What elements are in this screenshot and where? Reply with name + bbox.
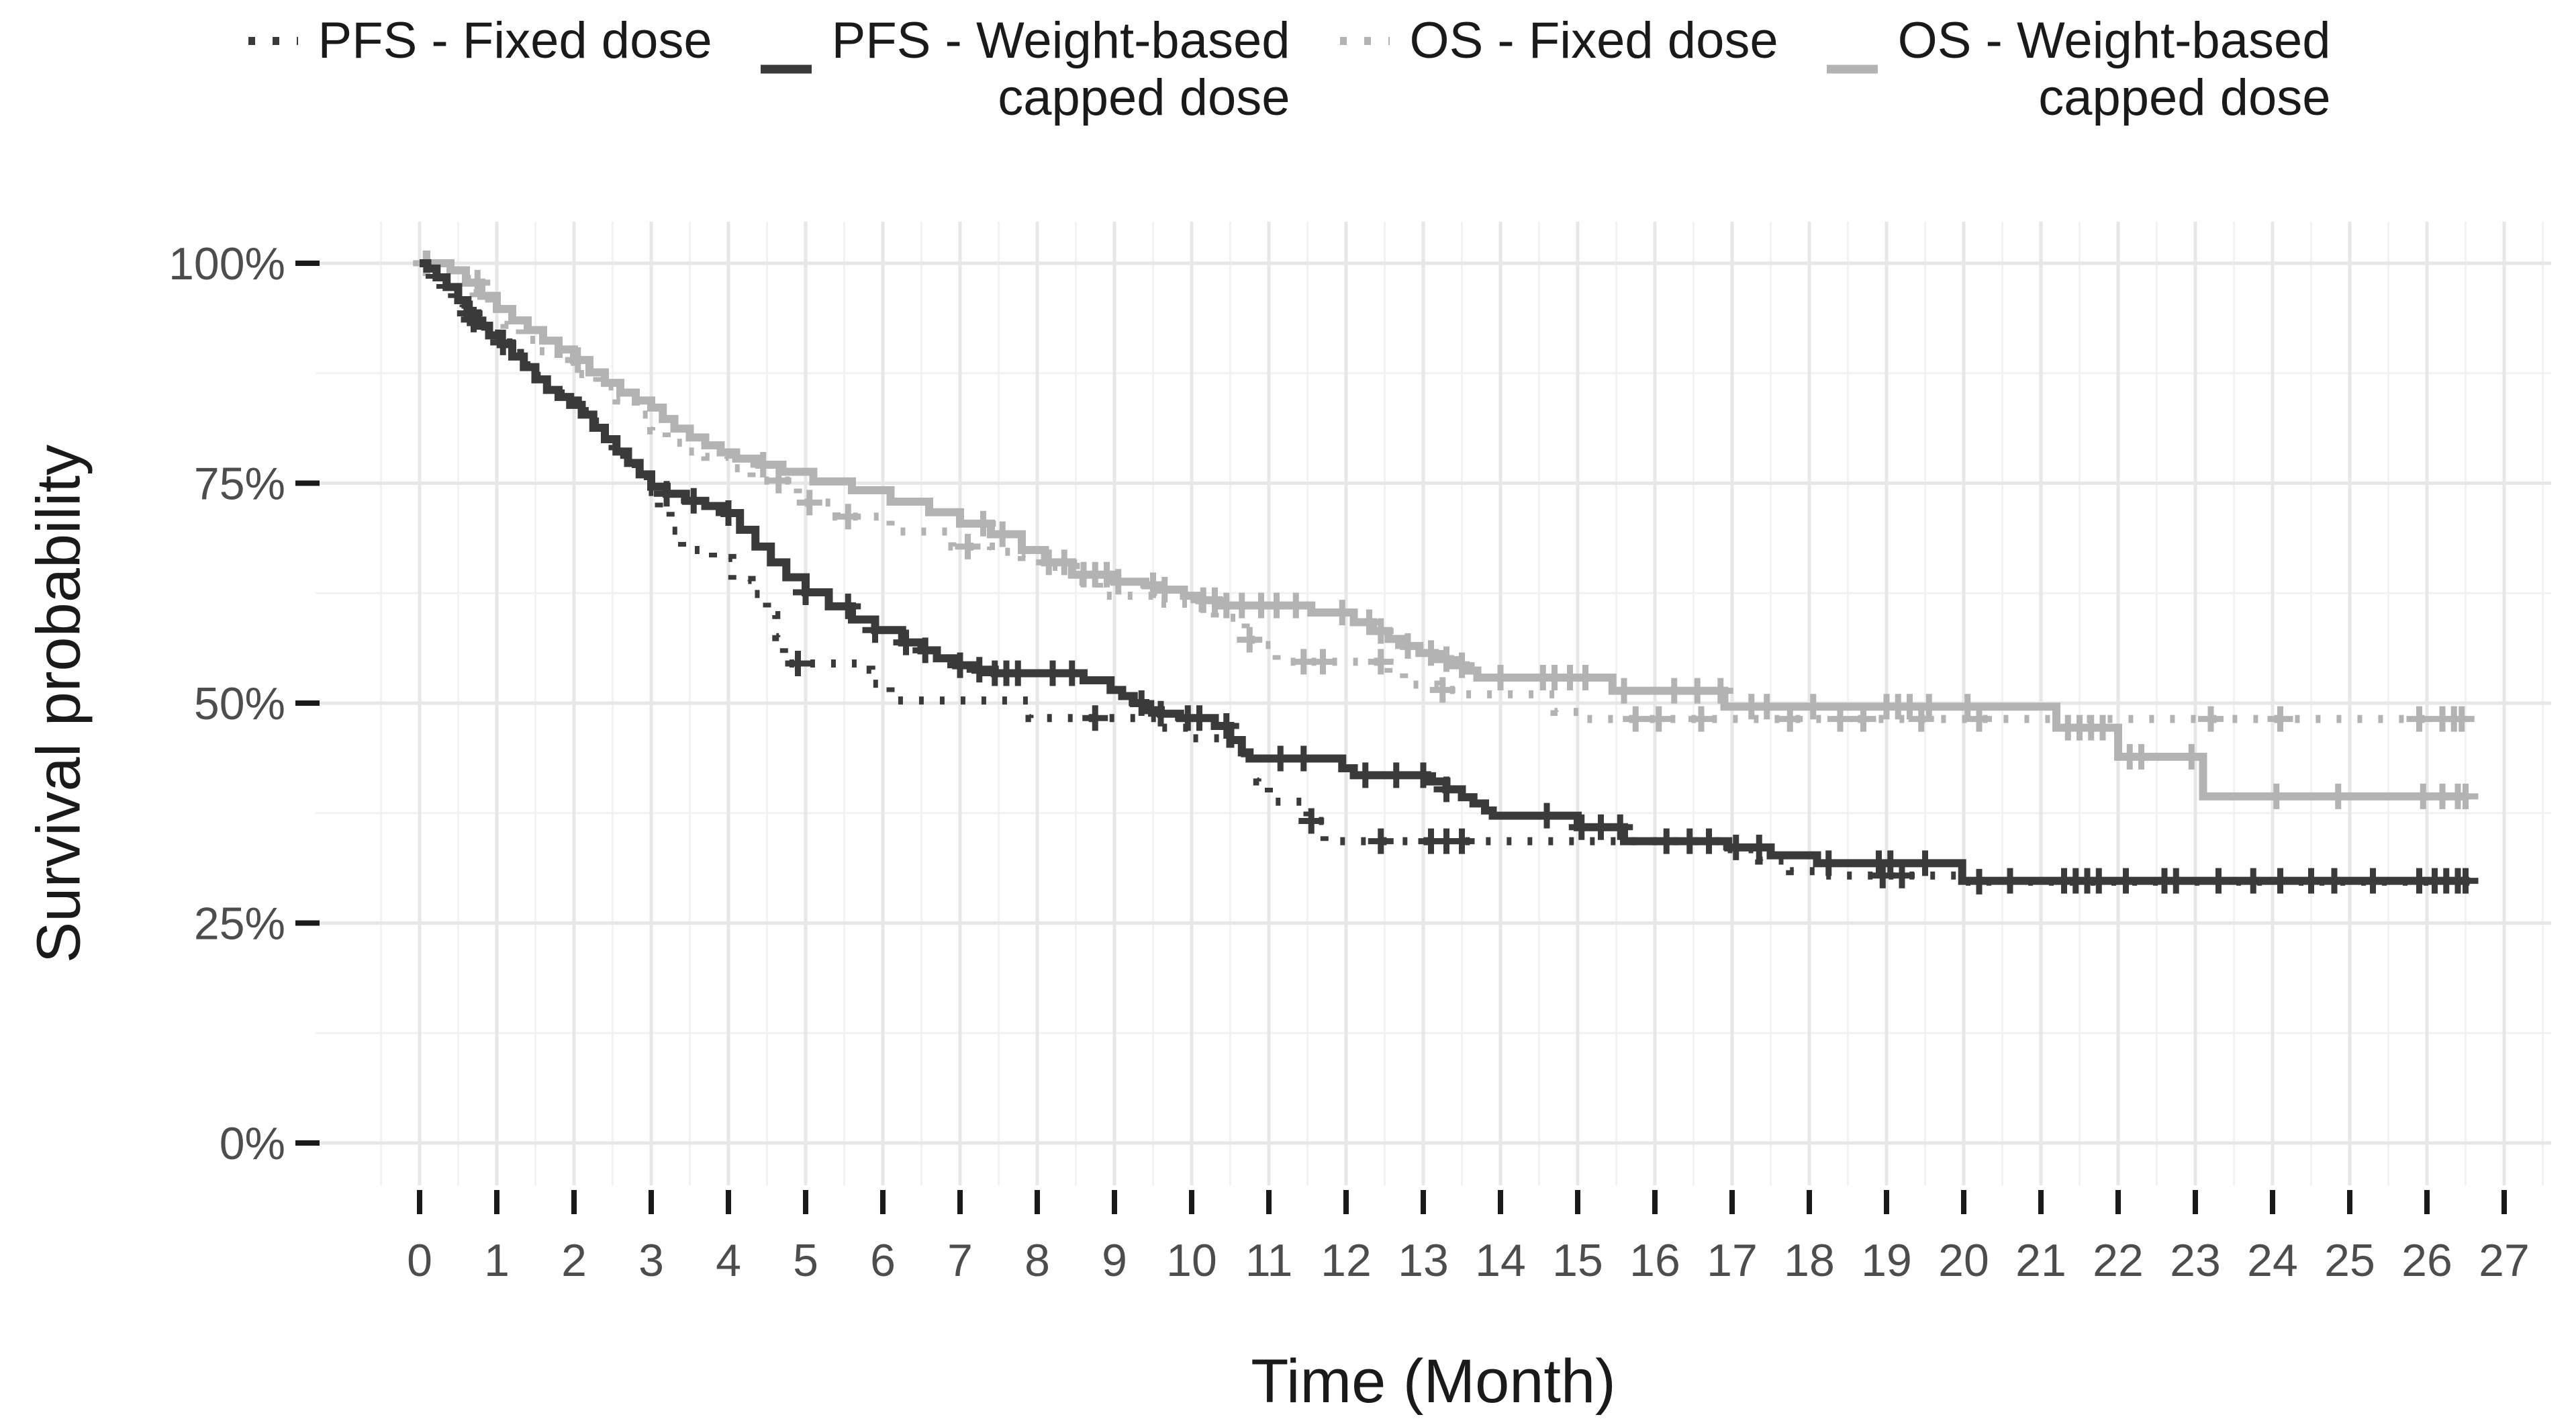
x-tick-label: 2	[561, 1235, 587, 1286]
x-axis-title: Time (Month)	[1251, 1347, 1616, 1416]
x-tick-label: 18	[1784, 1235, 1835, 1286]
legend-label-pfs-fixed: PFS - Fixed dose	[318, 12, 712, 69]
x-tick-label: 0	[407, 1235, 432, 1286]
y-tick-label: 0%	[220, 1118, 285, 1169]
km-curve-os-fixed-dose	[420, 259, 2462, 723]
x-tick-label: 12	[1321, 1235, 1372, 1286]
x-tick-label: 15	[1552, 1235, 1603, 1286]
x-tick-label: 24	[2247, 1235, 2298, 1286]
x-tick-label: 5	[793, 1235, 818, 1286]
x-tick-label: 8	[1024, 1235, 1050, 1286]
os-fixed-dotted-key-icon	[1339, 36, 1390, 45]
x-tick-label: 20	[1938, 1235, 1989, 1286]
km-curve-os-weight-based-capped-dose	[420, 259, 2466, 800]
x-tick-label: 25	[2324, 1235, 2375, 1286]
legend-item-os-weight: OS - Weight-based capped dose	[1825, 12, 2331, 126]
x-tick-label: 26	[2401, 1235, 2452, 1286]
x-tick-label: 21	[2015, 1235, 2066, 1286]
legend-item-pfs-weight: PFS - Weight-based capped dose	[759, 12, 1290, 126]
legend-item-os-fixed: OS - Fixed dose	[1337, 12, 1778, 69]
pfs-fixed-dotted-key-icon	[248, 36, 298, 45]
x-tick-label: 11	[1245, 1235, 1293, 1286]
x-tick-label: 9	[1102, 1235, 1127, 1286]
x-tick-label: 4	[716, 1235, 741, 1286]
x-tick-label: 3	[638, 1235, 664, 1286]
legend-item-pfs-fixed: PFS - Fixed dose	[246, 12, 712, 69]
pfs-weight-solid-key-icon	[760, 64, 812, 74]
x-tick-label: 13	[1398, 1235, 1449, 1286]
legend-label-pfs-weight: PFS - Weight-based capped dose	[831, 12, 1290, 127]
x-tick-label: 1	[484, 1235, 510, 1286]
os-weight-solid-key-icon	[1826, 64, 1878, 74]
x-tick-label: 17	[1707, 1235, 1758, 1286]
y-tick-label: 100%	[169, 238, 285, 289]
legend-label-os-weight: OS - Weight-based capped dose	[1897, 12, 2331, 127]
x-tick-label: 6	[870, 1235, 896, 1286]
x-tick-label: 22	[2093, 1235, 2144, 1286]
x-tick-label: 7	[947, 1235, 973, 1286]
y-tick-label: 75%	[194, 459, 285, 510]
y-tick-label: 50%	[194, 678, 285, 729]
x-tick-label: 23	[2170, 1235, 2221, 1286]
x-tick-label: 27	[2479, 1235, 2530, 1286]
x-tick-label: 10	[1166, 1235, 1217, 1286]
y-tick-label: 25%	[194, 899, 285, 950]
x-tick-label: 16	[1629, 1235, 1680, 1286]
legend: PFS - Fixed dose PFS - Weight-based capp…	[0, 12, 2576, 126]
x-tick-label: 14	[1475, 1235, 1526, 1286]
legend-label-os-fixed: OS - Fixed dose	[1409, 12, 1778, 69]
x-tick-label: 19	[1861, 1235, 1912, 1286]
